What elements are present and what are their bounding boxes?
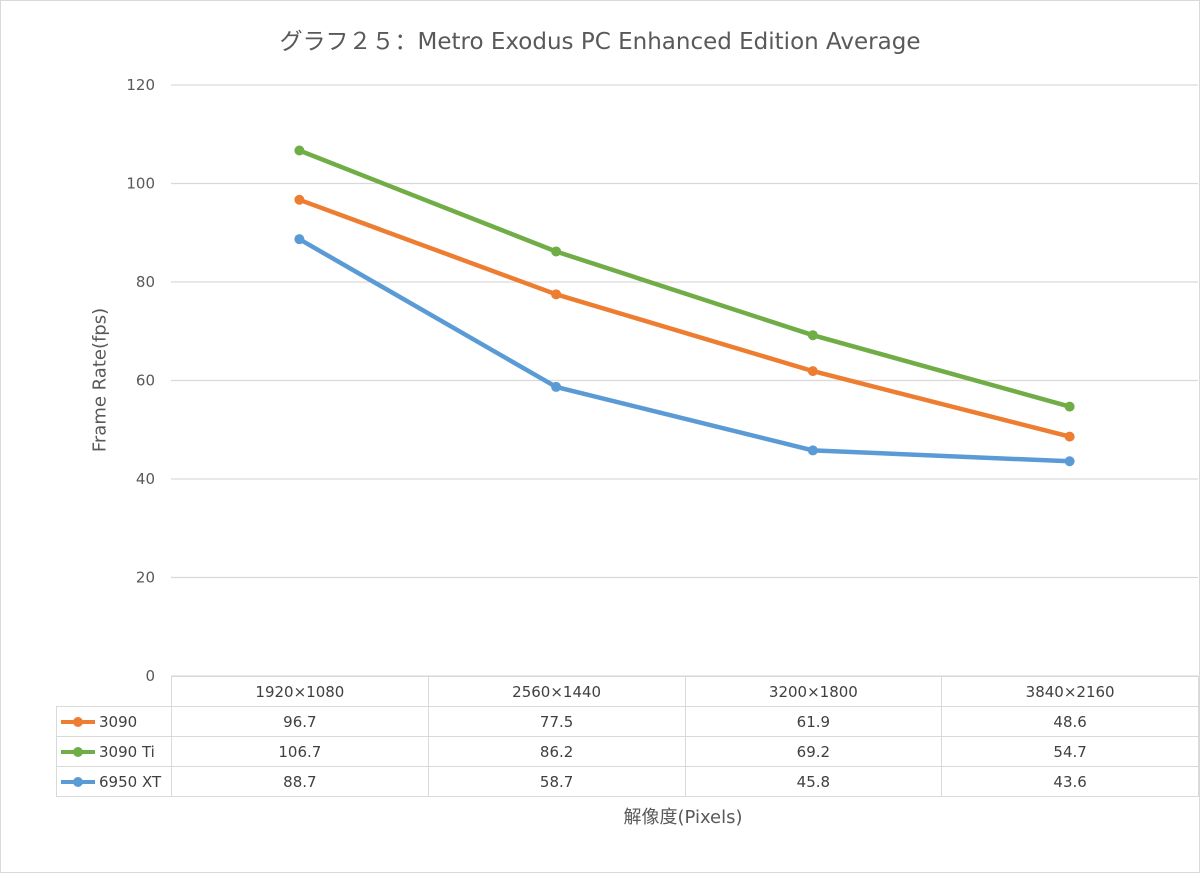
legend-swatch (61, 776, 95, 788)
data-point (1064, 401, 1075, 412)
data-point (807, 366, 818, 377)
series-line-1 (297, 148, 1072, 409)
table-row: 6950 XT 88.7 58.7 45.8 43.6 (56, 766, 1199, 797)
table-row: 3090 96.7 77.5 61.9 48.6 (56, 706, 1199, 737)
y-tick-label: 0 (145, 667, 155, 685)
data-label: 86.2 (427, 736, 686, 767)
legend-label: 3090 (99, 712, 138, 731)
table-corner (56, 676, 172, 707)
legend-key: 3090 (56, 706, 172, 737)
legend-key: 3090 Ti (56, 736, 172, 767)
y-tick-label: 20 (136, 569, 155, 587)
table-row: 3090 Ti 106.7 86.2 69.2 54.7 (56, 736, 1199, 767)
data-point (294, 194, 305, 205)
chart-title: グラフ２５：Metro Exodus PC Enhanced Edition A… (279, 29, 921, 55)
legend-label: 3090 Ti (99, 742, 155, 761)
data-label: 54.7 (941, 736, 1199, 767)
x-tick-label: 3200×1800 (684, 676, 943, 707)
data-point (551, 381, 562, 392)
legend-swatch (61, 716, 95, 728)
series-line-2 (297, 236, 1072, 464)
y-tick-label: 80 (136, 273, 155, 291)
table-header-row: 1920×1080 2560×1440 3200×1800 3840×2160 (56, 676, 1199, 707)
data-label: 77.5 (427, 706, 686, 737)
data-point (807, 445, 818, 456)
data-label: 61.9 (684, 706, 943, 737)
data-label: 58.7 (427, 766, 686, 797)
legend-label: 6950 XT (99, 772, 162, 791)
data-point (1064, 456, 1075, 467)
legend-key: 6950 XT (56, 766, 172, 797)
y-tick-label: 60 (136, 372, 155, 390)
data-label: 48.6 (941, 706, 1199, 737)
data-table: 1920×1080 2560×1440 3200×1800 3840×2160 3090… (56, 676, 1199, 797)
data-point (294, 234, 305, 245)
data-point (551, 289, 562, 300)
data-label: 43.6 (941, 766, 1199, 797)
data-point (1064, 431, 1075, 442)
x-tick-label: 1920×1080 (171, 676, 429, 707)
x-tick-label: 3840×2160 (941, 676, 1199, 707)
x-tick-label: 2560×1440 (427, 676, 686, 707)
data-point (807, 330, 818, 341)
x-axis-title: 解像度(Pixels) (623, 807, 743, 828)
data-label: 69.2 (684, 736, 943, 767)
y-tick-label: 120 (126, 76, 155, 94)
data-label: 45.8 (684, 766, 943, 797)
legend-swatch (61, 746, 95, 758)
y-tick-label: 100 (126, 175, 155, 193)
data-label: 96.7 (171, 706, 429, 737)
data-label: 106.7 (171, 736, 429, 767)
y-tick-label: 40 (136, 470, 155, 488)
data-point (294, 145, 305, 156)
data-label: 88.7 (171, 766, 429, 797)
data-point (551, 246, 562, 257)
series-line-0 (297, 197, 1072, 439)
